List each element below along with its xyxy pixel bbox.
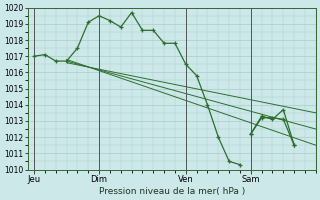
X-axis label: Pression niveau de la mer( hPa ): Pression niveau de la mer( hPa ) — [99, 187, 245, 196]
